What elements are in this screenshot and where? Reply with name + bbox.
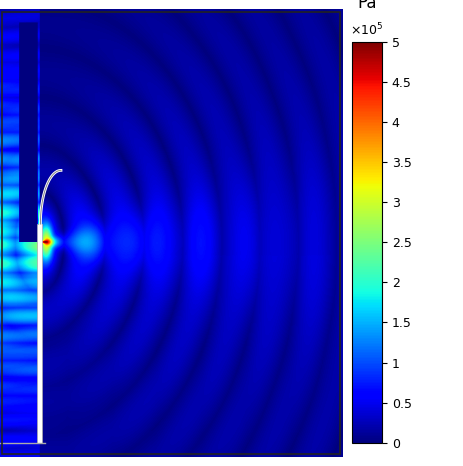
Text: $\times$10$^5$: $\times$10$^5$: [350, 21, 383, 38]
Bar: [37, 224, 42, 443]
Text: Pa: Pa: [357, 0, 377, 12]
